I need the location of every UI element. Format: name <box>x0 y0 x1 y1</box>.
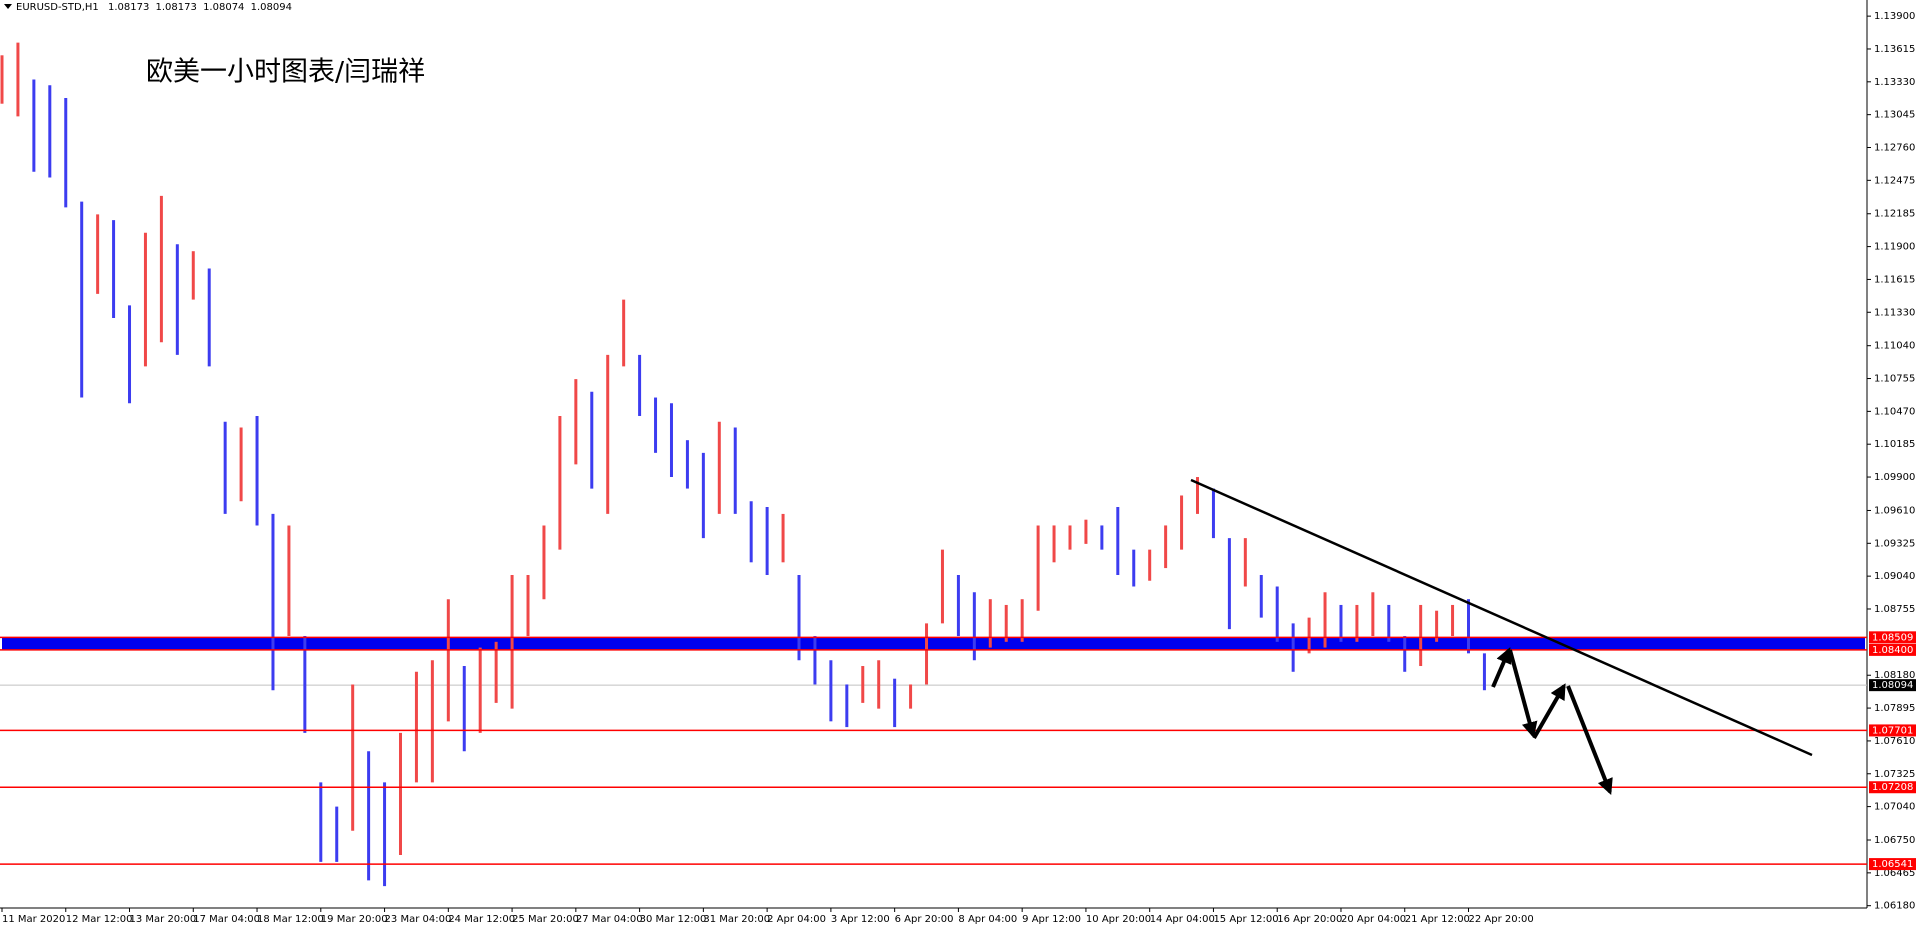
forecast-arrow <box>1491 647 1512 688</box>
y-tick-label: 1.13615 <box>1874 44 1915 55</box>
level-label: 1.07701 <box>1872 725 1913 736</box>
y-tick-label: 1.06750 <box>1874 835 1915 846</box>
x-tick-label: 18 Mar 12:00 <box>257 914 324 925</box>
x-tick-label: 19 Mar 20:00 <box>321 914 388 925</box>
y-tick-label: 1.13330 <box>1874 77 1915 88</box>
x-tick-label: 2 Apr 04:00 <box>767 914 826 925</box>
y-tick-label: 1.12475 <box>1874 175 1915 186</box>
level-label: 1.06541 <box>1872 859 1913 870</box>
open: 1.08173 <box>108 2 149 13</box>
close: 1.08094 <box>251 2 292 13</box>
y-tick-label: 1.10470 <box>1874 406 1915 417</box>
level-label-box <box>1869 781 1916 794</box>
y-tick-label: 1.11900 <box>1874 242 1915 253</box>
x-tick-label: 23 Mar 04:00 <box>385 914 452 925</box>
x-tick-label: 27 Mar 04:00 <box>576 914 643 925</box>
level-label: 1.07208 <box>1872 782 1913 793</box>
y-tick-label: 1.12185 <box>1874 209 1915 220</box>
menu-arrow <box>4 4 12 9</box>
y-tick-label: 1.11040 <box>1874 341 1915 352</box>
forecast-arrow <box>1532 683 1566 739</box>
y-tick-label: 1.06180 <box>1874 901 1915 912</box>
x-tick-label: 25 Mar 20:00 <box>512 914 579 925</box>
low: 1.08074 <box>203 2 244 13</box>
x-tick-label: 3 Apr 12:00 <box>831 914 890 925</box>
x-tick-label: 13 Mar 20:00 <box>130 914 197 925</box>
level-label-box <box>1869 643 1916 656</box>
y-tick-label: 1.12760 <box>1874 142 1915 153</box>
y-tick-label: 1.07325 <box>1874 769 1915 780</box>
y-tick-label: 1.08180 <box>1874 670 1915 681</box>
x-tick-label: 24 Mar 12:00 <box>448 914 515 925</box>
y-tick-label: 1.07895 <box>1874 703 1915 714</box>
chart-header: EURUSD-STD,H1 1.08173 1.08173 1.08074 1.… <box>16 2 292 13</box>
y-tick-label: 1.09610 <box>1874 505 1915 516</box>
trend-line <box>1190 478 1813 757</box>
y-tick-label: 1.13900 <box>1874 11 1915 22</box>
support-band <box>2 637 1865 650</box>
x-tick-label: 15 Apr 12:00 <box>1213 914 1278 925</box>
y-tick-label: 1.09325 <box>1874 538 1915 549</box>
x-tick-label: 8 Apr 04:00 <box>958 914 1017 925</box>
y-tick-label: 1.11615 <box>1874 274 1915 285</box>
y-tick-label: 1.09900 <box>1874 472 1915 483</box>
forecast-arrow <box>1566 685 1613 795</box>
x-tick-label: 30 Mar 12:00 <box>640 914 707 925</box>
level-label: 1.08400 <box>1872 645 1913 656</box>
y-tick-label: 1.13045 <box>1874 110 1915 121</box>
high: 1.08173 <box>156 2 197 13</box>
level-label-box <box>1869 858 1916 871</box>
x-tick-label: 31 Mar 20:00 <box>703 914 770 925</box>
y-tick-label: 1.07040 <box>1874 802 1915 813</box>
x-tick-label: 22 Apr 20:00 <box>1468 914 1533 925</box>
level-label: 1.08509 <box>1872 632 1913 643</box>
y-tick-label: 1.10755 <box>1874 374 1915 385</box>
current-price-box <box>1869 679 1916 692</box>
chart-title: 欧美一小时图表/闫瑞祥 <box>146 57 425 88</box>
x-tick-label: 17 Mar 04:00 <box>193 914 260 925</box>
y-tick-label: 1.07610 <box>1874 736 1915 747</box>
x-tick-label: 12 Mar 12:00 <box>66 914 133 925</box>
x-tick-label: 16 Apr 20:00 <box>1277 914 1342 925</box>
y-tick-label: 1.10185 <box>1874 439 1915 450</box>
y-tick-label: 1.08755 <box>1874 604 1915 615</box>
current-price-label: 1.08094 <box>1872 680 1913 691</box>
y-tick-label: 1.11330 <box>1874 307 1915 318</box>
y-tick-label: 1.09040 <box>1874 571 1915 582</box>
level-label-box <box>1869 631 1916 644</box>
symbol: EURUSD-STD,H1 <box>16 2 99 13</box>
y-tick-label: 1.06465 <box>1874 868 1915 879</box>
x-tick-label: 10 Apr 20:00 <box>1086 914 1151 925</box>
x-tick-label: 11 Mar 2020 <box>2 914 65 925</box>
x-tick-label: 20 Apr 04:00 <box>1341 914 1406 925</box>
level-label-box <box>1869 724 1916 737</box>
x-tick-label: 21 Apr 12:00 <box>1405 914 1470 925</box>
x-tick-label: 9 Apr 12:00 <box>1022 914 1081 925</box>
x-tick-label: 6 Apr 20:00 <box>895 914 954 925</box>
x-tick-label: 14 Apr 04:00 <box>1150 914 1215 925</box>
forecast-arrow <box>1508 649 1538 739</box>
